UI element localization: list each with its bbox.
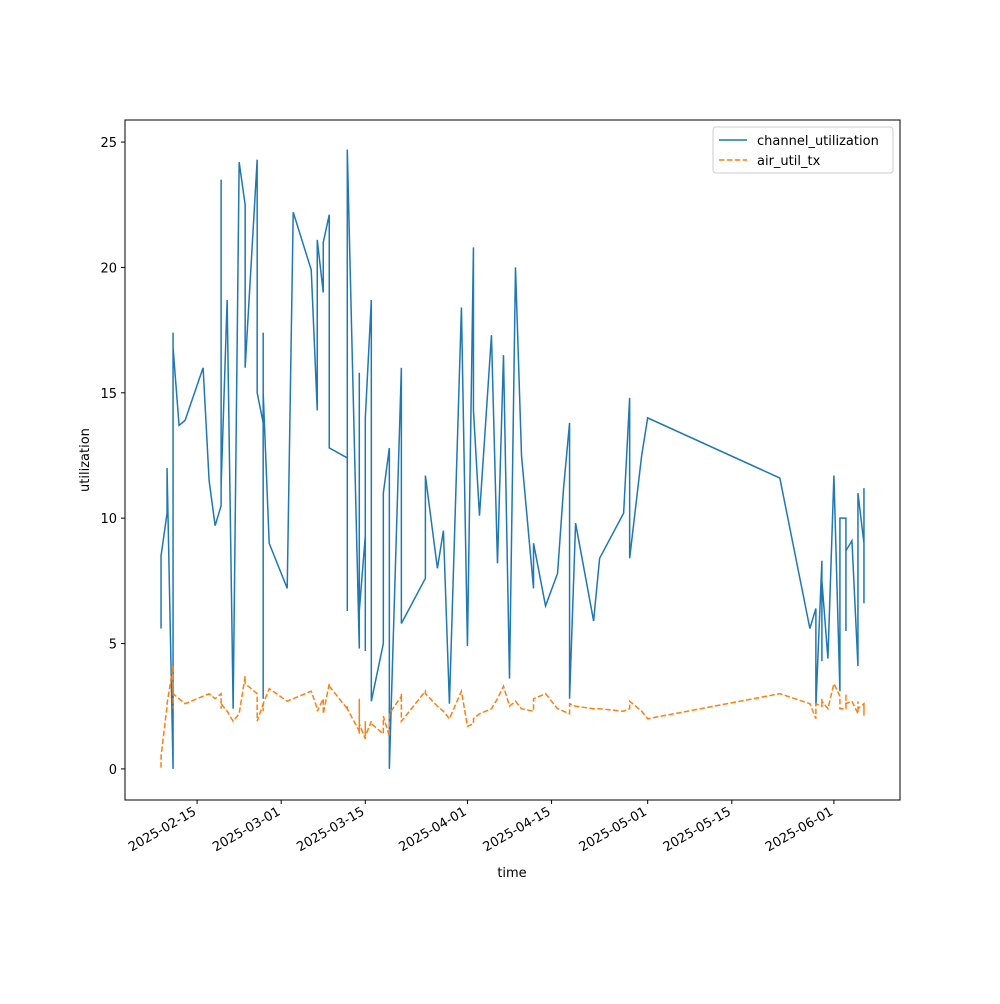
y-tick-label: 10 <box>100 512 117 527</box>
y-axis-label: utilization <box>78 428 93 492</box>
y-tick-label: 20 <box>100 261 117 276</box>
y-tick-label: 5 <box>109 638 117 653</box>
legend-box <box>712 126 894 174</box>
legend-label: air_util_tx <box>757 154 821 169</box>
plot-frame <box>124 119 901 801</box>
y-tick-label: 15 <box>100 387 117 402</box>
y-tick-label: 0 <box>109 763 117 778</box>
line-series <box>160 665 865 768</box>
x-axis-label: time <box>497 866 526 881</box>
y-tick-label: 25 <box>100 136 117 151</box>
legend-label: channel_utilization <box>757 134 879 149</box>
